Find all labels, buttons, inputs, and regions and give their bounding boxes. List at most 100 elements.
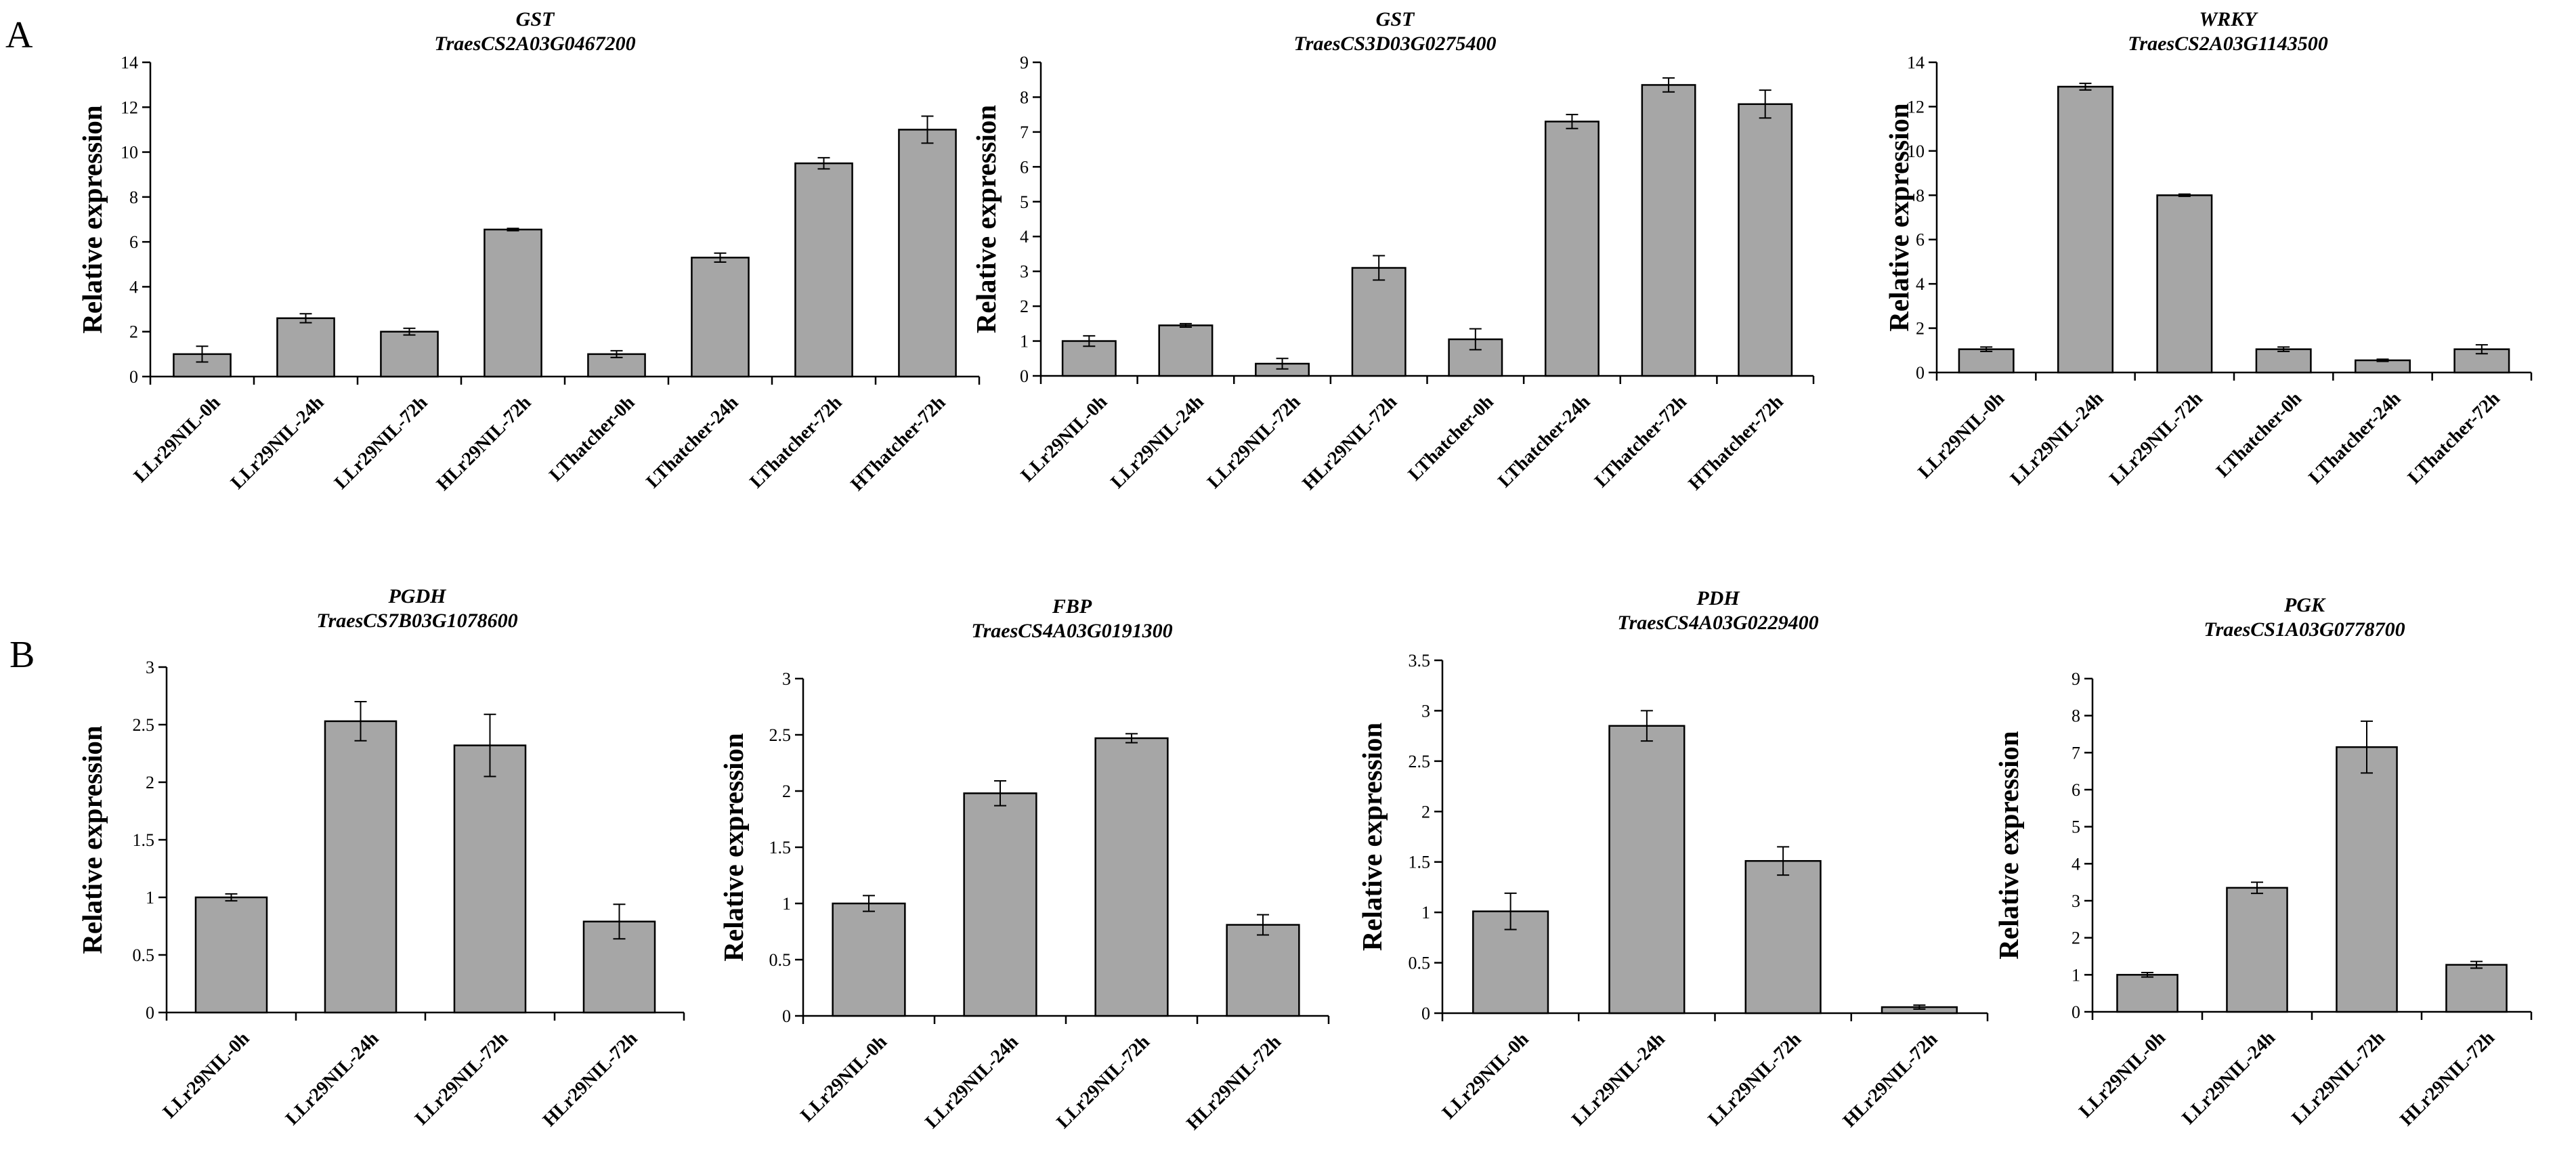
- chart-subtitle: TraesCS4A03G0229400: [1617, 612, 1818, 634]
- y-tick-label: 5: [2071, 817, 2080, 837]
- x-tick-label: LLr29NIL-24h: [282, 1028, 383, 1130]
- bar-LLr29NIL-0h: [1958, 348, 2015, 374]
- y-tick-label: 1: [2071, 965, 2080, 985]
- x-tick-label: LLr29NIL-72h: [2288, 1027, 2389, 1129]
- bar-LLr29NIL-72h: [380, 330, 439, 378]
- x-tick-label: HLr29NIL-72h: [1839, 1029, 1942, 1132]
- bar-LThatcher-72h: [1641, 84, 1696, 377]
- y-axis-label: Relative expression: [1356, 723, 1388, 952]
- bar-LLr29NIL-24h: [2226, 887, 2288, 1013]
- y-tick-label: 0: [1916, 363, 1925, 383]
- y-tick-label: 3: [1020, 262, 1029, 282]
- y-tick-label: 0.5: [1409, 954, 1431, 973]
- x-tick-label: HThatcher-72h: [846, 392, 949, 495]
- chart-subtitle: TraesCS2A03G0467200: [434, 33, 635, 55]
- bar-LThatcher-0h: [2255, 348, 2312, 374]
- bar-HThatcher-72h: [1738, 103, 1793, 377]
- x-tick-label: LLr29NIL-24h: [2006, 388, 2108, 490]
- chart-a2: GST TraesCS3D03G0275400 Relative expressio…: [970, 8, 1815, 494]
- chart-title: GST: [516, 8, 555, 30]
- y-tick-label: 2: [782, 782, 791, 801]
- x-tick-label: LThatcher-72h: [746, 392, 846, 492]
- y-tick-label: 3: [146, 658, 154, 677]
- x-tick-label: LLr29NIL-72h: [1203, 391, 1305, 493]
- y-tick-label: 8: [129, 188, 138, 207]
- bar-LThatcher-24h: [691, 257, 750, 378]
- chart-subtitle: TraesCS1A03G0778700: [2204, 618, 2405, 641]
- y-tick-label: 3.5: [1409, 651, 1431, 670]
- x-tick-label: LLr29NIL-0h: [159, 1028, 254, 1123]
- y-tick-label: 1.5: [133, 830, 155, 850]
- y-tick-label: 14: [121, 53, 138, 72]
- panel-label-a: A: [5, 14, 33, 56]
- y-tick-label: 2: [129, 322, 138, 342]
- bar-LThatcher-24h: [2355, 359, 2411, 374]
- x-tick-label: LLr29NIL-24h: [1107, 391, 1208, 493]
- x-tick-label: LThatcher-0h: [2212, 388, 2306, 482]
- x-tick-label: LThatcher-24h: [2304, 388, 2405, 488]
- y-tick-label: 12: [1907, 97, 1925, 116]
- y-tick-label: 9: [2071, 669, 2080, 689]
- y-tick-label: 7: [2071, 743, 2080, 763]
- x-tick-label: HThatcher-72h: [1685, 391, 1788, 494]
- x-tick-label: LThatcher-72h: [1591, 391, 1691, 492]
- y-tick-label: 2: [1421, 802, 1430, 822]
- x-tick-label: LLr29NIL-0h: [2075, 1027, 2170, 1122]
- y-tick-label: 4: [1916, 274, 1925, 294]
- x-tick-label: LThatcher-0h: [1404, 391, 1498, 485]
- y-tick-label: 4: [1020, 227, 1029, 247]
- y-tick-label: 0: [2071, 1002, 2080, 1022]
- y-tick-label: 0: [782, 1006, 791, 1026]
- bar-HThatcher-72h: [898, 129, 957, 378]
- chart-title: WRKY: [2199, 8, 2258, 30]
- y-tick-label: 2.5: [133, 715, 155, 735]
- y-tick-label: 4: [2071, 854, 2080, 874]
- chart-a1: GST TraesCS2A03G0467200 Relative expressio…: [77, 8, 981, 495]
- bar-HLr29NIL-72h: [484, 228, 542, 378]
- x-tick-label: LLr29NIL-0h: [1438, 1029, 1533, 1124]
- x-tick-label: LThatcher-24h: [1494, 391, 1594, 492]
- chart-title: GST: [1376, 8, 1415, 30]
- bar-LLr29NIL-0h: [832, 902, 906, 1017]
- bar-LThatcher-72h: [2453, 348, 2510, 374]
- x-tick-label: LThatcher-72h: [2404, 388, 2504, 488]
- y-axis-label: Relative expression: [77, 725, 108, 954]
- y-axis-label: Relative expression: [1993, 731, 2024, 960]
- y-axis-label: Relative expression: [718, 733, 749, 962]
- y-tick-label: 3: [2071, 891, 2080, 911]
- y-tick-label: 1: [1421, 903, 1430, 922]
- y-tick-label: 14: [1907, 53, 1925, 72]
- x-tick-label: LLr29NIL-24h: [2178, 1027, 2279, 1129]
- y-tick-label: 8: [2071, 706, 2080, 726]
- chart-a3: WRKY TraesCS2A03G1143500 Relative expressi…: [1883, 8, 2533, 490]
- bar-LLr29NIL-24h: [1608, 725, 1686, 1015]
- x-tick-label: HLr29NIL-72h: [1298, 391, 1401, 494]
- charts-container: GST TraesCS2A03G0467200 Relative expressio…: [77, 8, 2533, 1134]
- y-tick-label: 9: [1020, 53, 1029, 72]
- y-tick-label: 10: [1907, 142, 1925, 161]
- x-tick-label: LLr29NIL-72h: [411, 1028, 513, 1130]
- x-tick-label: LLr29NIL-0h: [1017, 391, 1112, 486]
- bar-HLr29NIL-72h: [1351, 267, 1407, 377]
- y-tick-label: 12: [121, 98, 138, 117]
- bar-LLr29NIL-72h: [1744, 859, 1822, 1015]
- y-tick-label: 2: [146, 773, 154, 792]
- panel-label-b: B: [9, 634, 35, 676]
- y-tick-label: 1: [1020, 332, 1029, 351]
- x-tick-label: HLr29NIL-72h: [539, 1028, 642, 1131]
- y-tick-label: 6: [129, 232, 138, 252]
- y-tick-label: 2: [1020, 297, 1029, 316]
- x-tick-label: LLr29NIL-72h: [1704, 1029, 1806, 1130]
- x-tick-label: LLr29NIL-24h: [1568, 1029, 1669, 1130]
- bar-LLr29NIL-72h: [1094, 737, 1169, 1017]
- chart-subtitle: TraesCS7B03G1078600: [316, 610, 517, 632]
- x-tick-label: LLr29NIL-0h: [796, 1031, 891, 1126]
- y-tick-label: 1.5: [769, 838, 792, 857]
- x-tick-label: LLr29NIL-72h: [330, 392, 432, 494]
- x-tick-label: LLr29NIL-24h: [227, 392, 328, 494]
- y-tick-label: 5: [1020, 192, 1029, 212]
